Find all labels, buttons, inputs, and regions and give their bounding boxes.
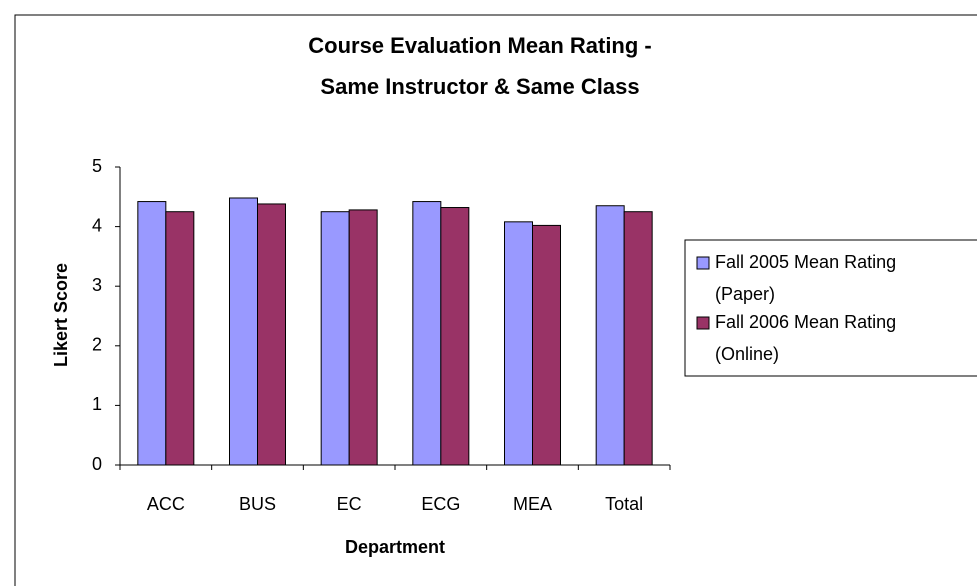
y-tick-label: 2 [92, 335, 102, 355]
bar [348, 209, 378, 466]
bar [229, 197, 258, 466]
x-tick-label: ECG [421, 494, 460, 514]
y-axis-title: Likert Score [51, 263, 71, 367]
y-tick-label: 0 [92, 454, 102, 474]
legend-box [684, 239, 977, 377]
legend-label: (Paper) [715, 284, 775, 304]
legend-label: Fall 2005 Mean Rating [715, 252, 896, 272]
x-tick-label: BUS [239, 494, 276, 514]
bar [623, 211, 653, 466]
legend-label: (Online) [715, 344, 779, 364]
bar [257, 203, 286, 466]
legend-swatch [696, 316, 710, 330]
bar [412, 201, 442, 466]
x-tick-label: Total [605, 494, 643, 514]
bar [137, 201, 167, 466]
y-tick-label: 1 [92, 394, 102, 414]
bar [504, 221, 533, 466]
y-tick-label: 3 [92, 275, 102, 295]
bar [595, 205, 625, 466]
bar [165, 211, 195, 466]
chart-title: Course Evaluation Mean Rating - [308, 33, 652, 58]
bar [440, 207, 470, 466]
y-tick-label: 4 [92, 215, 102, 235]
x-tick-label: MEA [513, 494, 552, 514]
x-axis-title: Department [345, 537, 445, 557]
bar [320, 211, 350, 466]
chart-title: Same Instructor & Same Class [320, 74, 639, 99]
y-tick-label: 5 [92, 156, 102, 176]
legend-swatch [696, 256, 710, 270]
legend-label: Fall 2006 Mean Rating [715, 312, 896, 332]
bar [532, 224, 561, 466]
x-tick-label: EC [337, 494, 362, 514]
x-tick-label: ACC [147, 494, 185, 514]
